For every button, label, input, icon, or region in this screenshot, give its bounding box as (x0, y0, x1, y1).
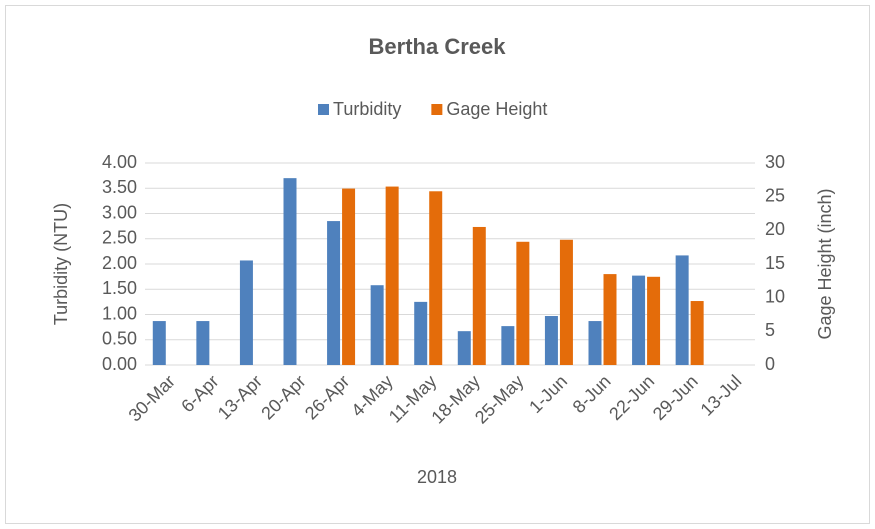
legend-swatch (318, 104, 329, 115)
bar (429, 191, 443, 365)
y2-tick-label: 10 (765, 286, 785, 306)
y-tick-label: 3.00 (102, 202, 137, 222)
y-tick-label: 1.50 (102, 278, 137, 298)
bar (516, 241, 530, 365)
legend-label: Turbidity (333, 99, 401, 119)
bar (690, 301, 704, 365)
y2-tick-label: 20 (765, 219, 785, 239)
bar (152, 321, 166, 365)
bar (342, 188, 356, 365)
legend-label: Gage Height (446, 99, 547, 119)
bar (632, 275, 646, 365)
y-tick-label: 2.50 (102, 228, 137, 248)
bar (588, 321, 602, 365)
y2-tick-label: 5 (765, 320, 775, 340)
bar (414, 301, 428, 365)
y2-axis-title: Gage Height (inch) (815, 188, 835, 339)
y2-tick-label: 25 (765, 185, 785, 205)
y-axis-title: Turbidity (NTU) (51, 203, 71, 325)
y-tick-label: 1.00 (102, 303, 137, 323)
bar (501, 326, 515, 365)
bar (327, 221, 341, 365)
y2-tick-label: 0 (765, 354, 775, 374)
y-tick-label: 4.00 (102, 152, 137, 172)
y2-tick-label: 30 (765, 152, 785, 172)
bar (370, 285, 384, 365)
y2-tick-label: 15 (765, 253, 785, 273)
bar (544, 316, 558, 365)
legend-swatch (431, 104, 443, 115)
x-axis-title: 2018 (417, 467, 457, 487)
bar (559, 239, 573, 365)
bar (603, 274, 617, 365)
bar (385, 186, 399, 365)
y-tick-label: 0.00 (102, 354, 137, 374)
y-tick-label: 0.50 (102, 329, 137, 349)
y-tick-label: 2.00 (102, 253, 137, 273)
bar (196, 321, 210, 365)
bar (239, 260, 253, 365)
chart-title: Bertha Creek (369, 34, 507, 59)
y-tick-label: 3.50 (102, 177, 137, 197)
bar (283, 178, 297, 365)
bar (647, 276, 661, 365)
bar (472, 226, 486, 365)
bar (675, 255, 689, 365)
bar (457, 331, 471, 365)
